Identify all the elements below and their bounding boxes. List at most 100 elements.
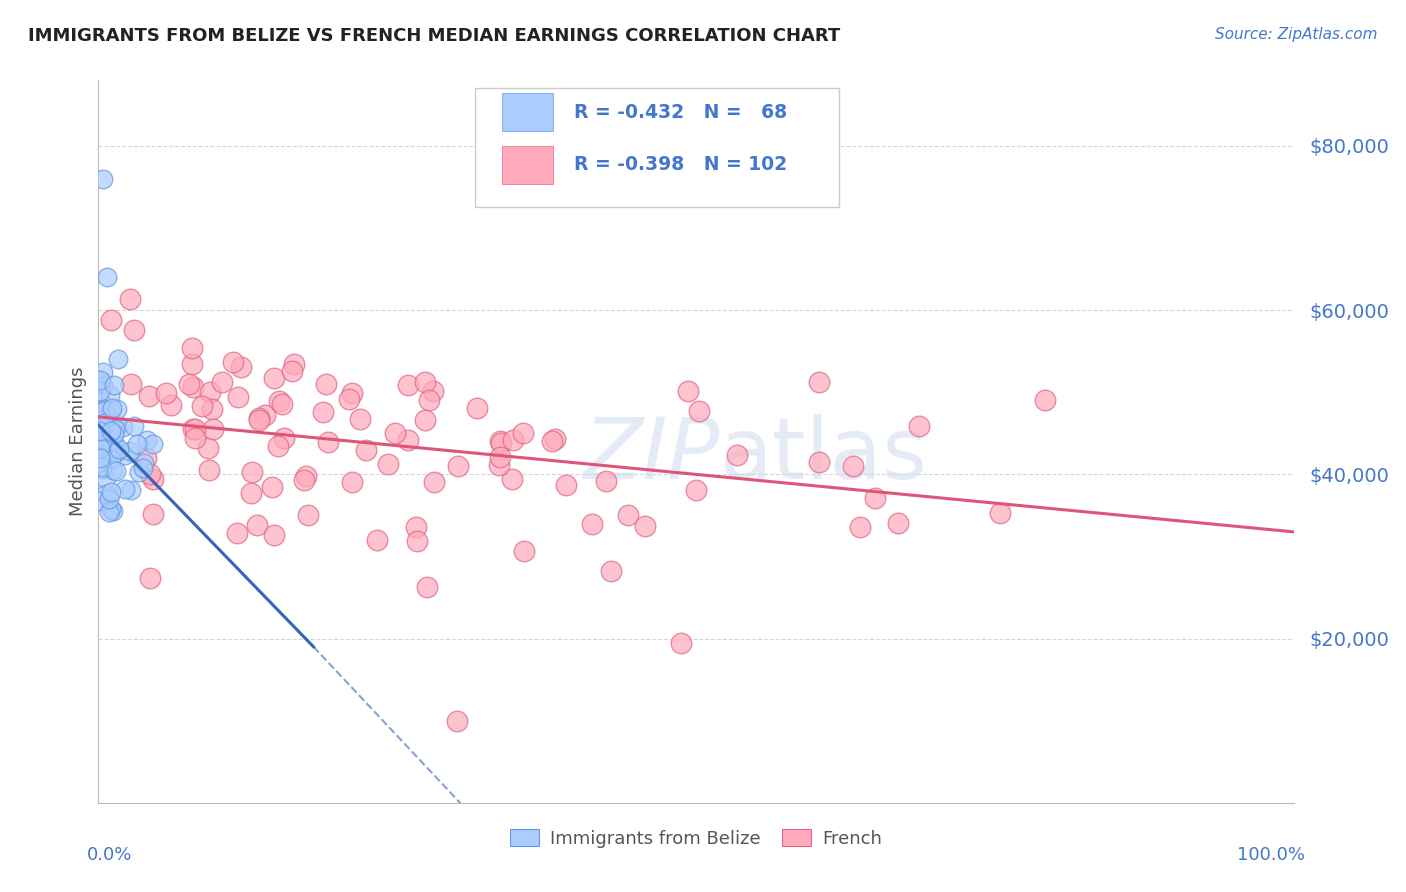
Point bbox=[89, 450, 111, 464]
Text: R = -0.398   N = 102: R = -0.398 N = 102 bbox=[574, 155, 787, 174]
Point bbox=[100, 404, 122, 418]
Point bbox=[422, 384, 444, 398]
Point bbox=[418, 393, 440, 408]
Point bbox=[132, 456, 155, 470]
Point bbox=[96, 419, 118, 434]
Point bbox=[297, 508, 319, 522]
Point bbox=[988, 506, 1011, 520]
Point bbox=[1033, 393, 1056, 408]
Point bbox=[865, 491, 887, 505]
Point bbox=[295, 469, 318, 483]
Point bbox=[138, 389, 160, 403]
Point bbox=[413, 413, 436, 427]
Point bbox=[100, 416, 122, 430]
Point bbox=[104, 419, 127, 434]
Y-axis label: Median Earnings: Median Earnings bbox=[69, 367, 87, 516]
Point bbox=[96, 270, 118, 285]
Point bbox=[501, 472, 523, 486]
Point bbox=[200, 384, 222, 399]
Point bbox=[263, 371, 285, 385]
Point bbox=[423, 475, 446, 490]
Point bbox=[135, 451, 157, 466]
Point bbox=[447, 459, 470, 474]
Point bbox=[89, 423, 111, 437]
Point bbox=[98, 491, 121, 506]
Point bbox=[512, 426, 534, 441]
Point bbox=[91, 433, 114, 447]
Point bbox=[544, 432, 567, 446]
Point bbox=[127, 436, 149, 450]
Point bbox=[489, 434, 512, 448]
Point bbox=[101, 463, 124, 477]
Point bbox=[197, 441, 219, 455]
Point bbox=[179, 376, 201, 391]
Point bbox=[595, 474, 617, 488]
Point bbox=[100, 424, 122, 438]
Point bbox=[260, 480, 283, 494]
Text: Source: ZipAtlas.com: Source: ZipAtlas.com bbox=[1215, 27, 1378, 42]
Point bbox=[488, 450, 510, 465]
Point bbox=[554, 477, 576, 491]
Point bbox=[269, 394, 291, 409]
Point bbox=[104, 464, 127, 478]
Point bbox=[103, 427, 125, 442]
Point bbox=[842, 458, 865, 473]
Point bbox=[405, 534, 427, 549]
Point bbox=[405, 520, 427, 534]
Point bbox=[581, 516, 603, 531]
Point bbox=[97, 505, 120, 519]
Point bbox=[312, 405, 335, 419]
Point bbox=[263, 528, 285, 542]
Point bbox=[349, 412, 371, 426]
Point bbox=[634, 518, 657, 533]
FancyBboxPatch shape bbox=[475, 87, 839, 207]
Text: atlas: atlas bbox=[720, 415, 928, 498]
Point bbox=[96, 434, 118, 449]
Point bbox=[91, 171, 114, 186]
Point bbox=[240, 465, 263, 479]
Point bbox=[94, 486, 117, 500]
Point bbox=[413, 376, 436, 390]
Point bbox=[685, 483, 707, 498]
Point bbox=[96, 440, 118, 454]
Point bbox=[222, 355, 245, 369]
Point bbox=[887, 516, 910, 530]
Point bbox=[184, 422, 207, 436]
Point bbox=[184, 431, 207, 445]
Legend: Immigrants from Belize, French: Immigrants from Belize, French bbox=[503, 822, 889, 855]
Point bbox=[488, 458, 510, 473]
Point bbox=[90, 459, 112, 474]
Point bbox=[366, 533, 388, 547]
Point bbox=[105, 402, 128, 417]
Point bbox=[103, 377, 125, 392]
Point bbox=[446, 714, 468, 728]
Point bbox=[139, 467, 162, 482]
Point bbox=[239, 486, 262, 500]
Point bbox=[91, 420, 114, 434]
Point bbox=[107, 351, 129, 366]
Point bbox=[104, 422, 127, 436]
Point bbox=[340, 475, 363, 489]
Point bbox=[93, 379, 115, 393]
Point bbox=[226, 390, 249, 404]
FancyBboxPatch shape bbox=[502, 94, 553, 131]
Text: ZIP: ZIP bbox=[583, 415, 720, 498]
Point bbox=[512, 543, 534, 558]
Point bbox=[89, 431, 111, 445]
FancyBboxPatch shape bbox=[502, 146, 553, 184]
Text: R = -0.432   N =   68: R = -0.432 N = 68 bbox=[574, 103, 787, 121]
Point bbox=[725, 448, 748, 462]
Point bbox=[139, 571, 162, 585]
Point bbox=[271, 397, 294, 411]
Point bbox=[98, 443, 121, 458]
Point bbox=[266, 439, 288, 453]
Point bbox=[128, 465, 150, 479]
Point bbox=[89, 494, 111, 508]
Point bbox=[808, 375, 831, 389]
Point bbox=[89, 441, 111, 455]
Point bbox=[100, 313, 122, 327]
Point bbox=[100, 432, 122, 446]
Point bbox=[316, 434, 339, 449]
Text: 0.0%: 0.0% bbox=[87, 847, 132, 864]
Point bbox=[101, 401, 124, 416]
